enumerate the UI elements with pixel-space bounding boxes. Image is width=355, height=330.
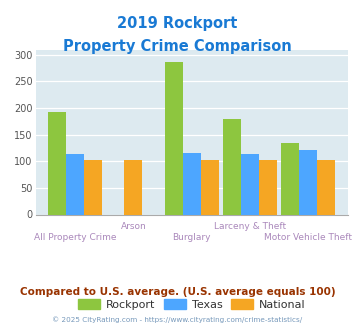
Text: Motor Vehicle Theft: Motor Vehicle Theft bbox=[264, 233, 353, 242]
Bar bbox=[183, 153, 201, 214]
Text: Compared to U.S. average. (U.S. average equals 100): Compared to U.S. average. (U.S. average … bbox=[20, 287, 335, 297]
Bar bbox=[201, 160, 219, 214]
Bar bbox=[165, 62, 183, 215]
Text: © 2025 CityRating.com - https://www.cityrating.com/crime-statistics/: © 2025 CityRating.com - https://www.city… bbox=[53, 317, 302, 323]
Text: Arson: Arson bbox=[120, 222, 146, 231]
Text: Property Crime Comparison: Property Crime Comparison bbox=[63, 39, 292, 54]
Text: All Property Crime: All Property Crime bbox=[34, 233, 116, 242]
Bar bbox=[66, 154, 84, 214]
Text: Burglary: Burglary bbox=[173, 233, 211, 242]
Bar bbox=[84, 160, 102, 214]
Text: Larceny & Theft: Larceny & Theft bbox=[214, 222, 286, 231]
Bar bbox=[317, 160, 335, 214]
Bar bbox=[223, 119, 241, 214]
Bar bbox=[124, 160, 142, 214]
Legend: Rockport, Texas, National: Rockport, Texas, National bbox=[73, 294, 310, 314]
Bar bbox=[241, 154, 259, 214]
Bar bbox=[282, 143, 299, 214]
Bar bbox=[48, 112, 66, 214]
Text: 2019 Rockport: 2019 Rockport bbox=[117, 16, 238, 31]
Bar bbox=[299, 149, 317, 214]
Bar bbox=[259, 160, 277, 214]
